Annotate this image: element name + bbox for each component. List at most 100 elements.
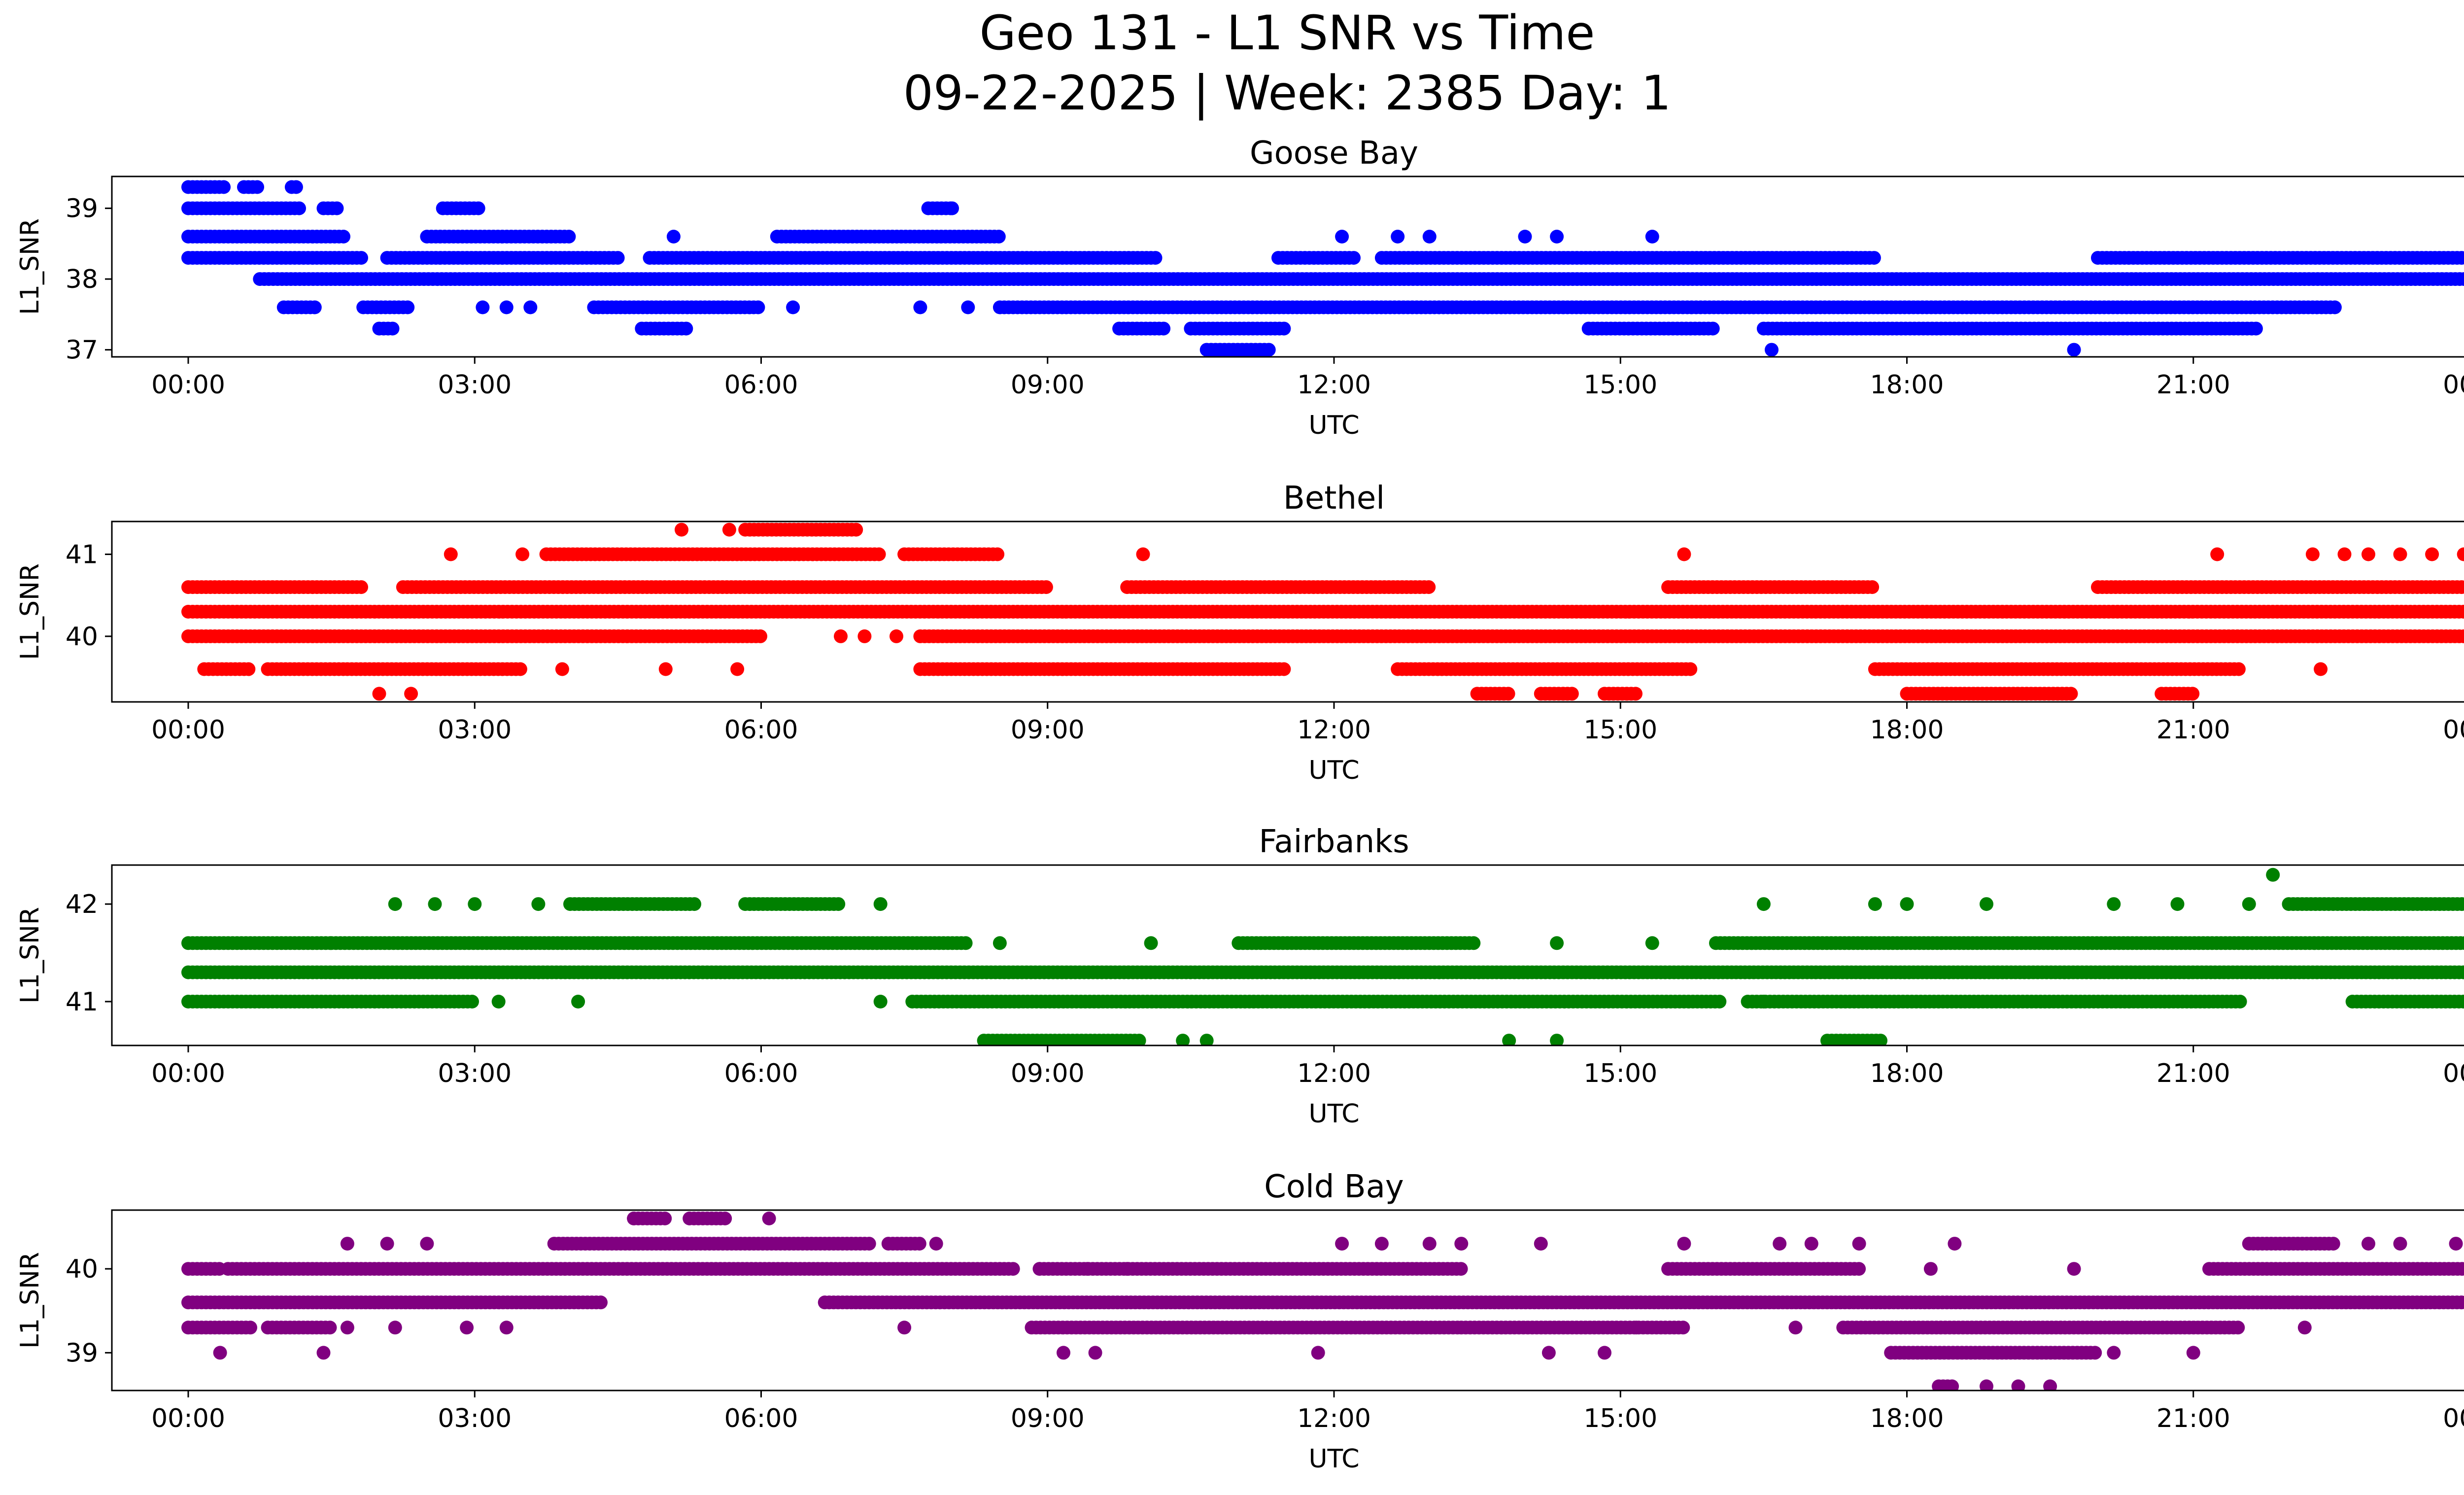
subplot-title: Fairbanks [1259, 824, 1409, 860]
y-tick-label: 39 [66, 194, 98, 224]
x-tick-label: 00:00 [151, 715, 225, 745]
data-point [961, 300, 975, 314]
x-tick-label: 18:00 [1870, 715, 1944, 745]
data-point [2067, 343, 2081, 357]
data-point [722, 522, 736, 537]
data-point [1683, 662, 1698, 676]
data-point [2461, 606, 2464, 618]
data-point [857, 629, 872, 643]
data-point [1629, 687, 1643, 701]
data-point [1422, 230, 1437, 243]
x-axis-label: UTC [1308, 411, 1359, 440]
y-tick-label: 38 [66, 265, 98, 294]
data-point [2361, 547, 2375, 561]
data-point [831, 897, 846, 911]
data-point [404, 687, 418, 701]
data-point [401, 300, 415, 314]
data-point [217, 180, 231, 194]
data-point [2461, 630, 2464, 642]
data-point [1712, 995, 1727, 1008]
data-point [555, 662, 569, 676]
data-point [2459, 251, 2464, 265]
data-point [675, 522, 688, 537]
data-point [523, 300, 538, 314]
data-point [1157, 321, 1171, 336]
data-point [2462, 274, 2464, 284]
data-point [2231, 662, 2246, 676]
data-point [1262, 343, 1276, 357]
y-tick-label: 37 [66, 336, 98, 365]
x-tick-label: 12:00 [1297, 370, 1371, 400]
data-point [1765, 343, 1779, 357]
x-tick-label: 21:00 [2156, 370, 2230, 400]
data-point [2459, 580, 2464, 594]
data-point [913, 300, 927, 314]
data-point [658, 662, 673, 676]
data-point [1867, 251, 1881, 265]
data-point [292, 201, 306, 215]
data-point [2249, 321, 2263, 336]
data-point [753, 629, 767, 643]
x-tick-label: 03:00 [438, 715, 512, 745]
subplot-title: Bethel [1283, 480, 1385, 517]
data-point [562, 230, 576, 243]
data-point [2210, 547, 2224, 561]
data-point [2337, 547, 2352, 561]
data-point [2457, 547, 2464, 561]
data-point [687, 897, 701, 911]
data-point [2462, 939, 2464, 948]
data-point [1136, 547, 1150, 561]
data-point [308, 300, 322, 314]
data-point [2459, 897, 2464, 911]
data-point [471, 201, 485, 215]
data-point [1706, 321, 1720, 336]
x-tick-label: 15:00 [1583, 370, 1657, 400]
data-point [444, 547, 458, 561]
data-point [1677, 547, 1691, 561]
x-tick-label: 00:00 [2443, 370, 2464, 400]
data-point [289, 180, 303, 194]
x-tick-label: 18:00 [1870, 370, 1944, 400]
data-point [611, 251, 625, 265]
data-point [1347, 251, 1361, 265]
data-point [992, 230, 1006, 243]
data-point [2461, 967, 2464, 978]
data-point [1335, 230, 1349, 243]
data-point [2186, 687, 2200, 701]
data-point [2305, 547, 2320, 561]
data-point [372, 687, 386, 701]
data-point [945, 201, 959, 215]
x-tick-label: 03:00 [438, 370, 512, 400]
data-point [476, 300, 490, 314]
data-point [1039, 580, 1053, 594]
figure-subtitle: 09-22-2025 | Week: 2385 Day: 1 [903, 66, 1672, 121]
data-point [515, 547, 530, 561]
y-tick-label: 41 [66, 540, 98, 570]
data-point [1565, 687, 1579, 701]
data-point [2393, 547, 2407, 561]
x-tick-label: 15:00 [1583, 715, 1657, 745]
data-point [354, 580, 368, 594]
data-point [2327, 300, 2342, 314]
data-point [751, 300, 765, 314]
data-point [354, 251, 368, 265]
data-point [513, 662, 527, 676]
y-axis-label: L1_SNR [15, 218, 45, 315]
data-point [1518, 230, 1532, 243]
x-tick-label: 06:00 [724, 370, 798, 400]
data-point [2425, 547, 2439, 561]
data-point [872, 547, 886, 561]
data-point [385, 321, 400, 336]
data-point [849, 522, 863, 537]
y-tick-label: 40 [66, 622, 98, 652]
data-point [241, 662, 256, 676]
data-point [991, 547, 1005, 561]
y-axis-label: L1_SNR [15, 563, 45, 660]
data-point [834, 629, 848, 643]
data-points [181, 868, 2464, 1045]
data-point [2314, 662, 2328, 676]
